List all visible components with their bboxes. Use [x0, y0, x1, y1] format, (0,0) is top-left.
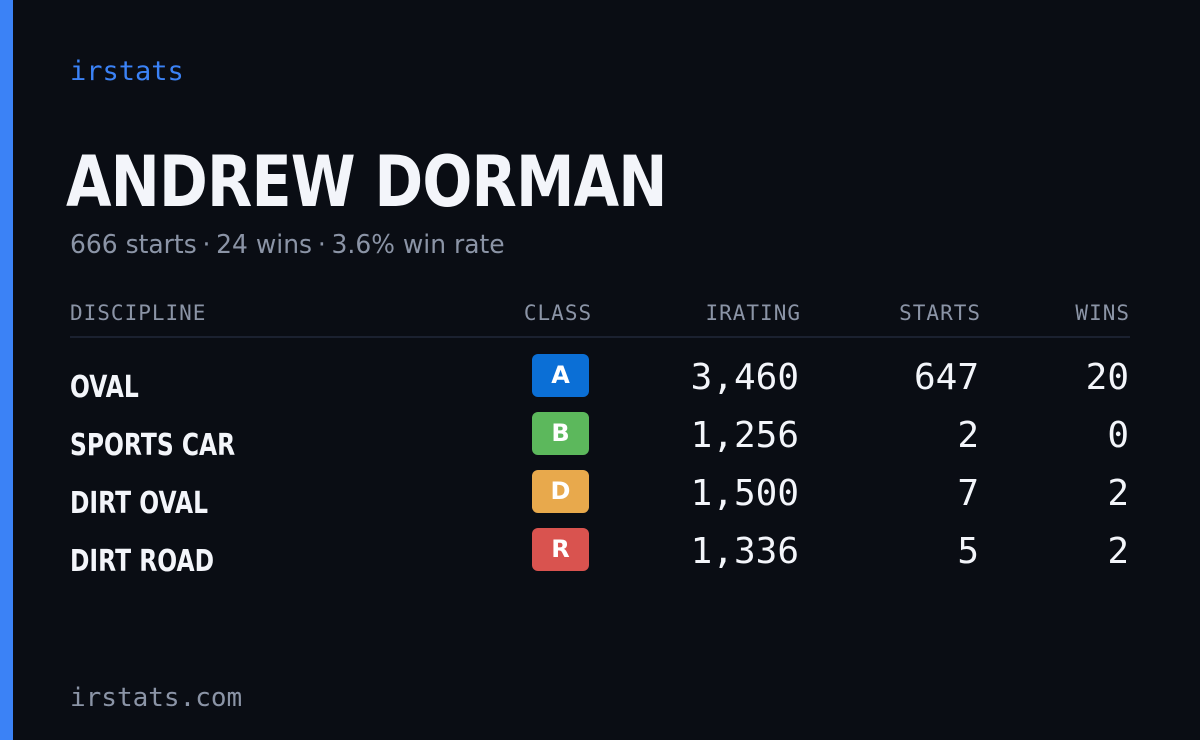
header-irating: IRATING: [705, 301, 801, 325]
player-name: ANDREW DORMAN: [66, 141, 668, 223]
discipline-name: DIRT ROAD: [70, 544, 215, 579]
summary-separator: ·: [317, 230, 326, 260]
table-row: OVAL A 3,460 647 20: [70, 354, 1130, 412]
discipline-name: SPORTS CAR: [70, 428, 236, 463]
irating-value: 1,336: [690, 531, 799, 572]
footer-url[interactable]: irstats.com: [70, 683, 243, 713]
header-discipline: DISCIPLINE: [70, 301, 207, 325]
table-body: OVAL A 3,460 647 20 SPORTS CAR B 1,256 2…: [70, 338, 1130, 586]
class-badge: B: [532, 412, 589, 455]
class-badge: D: [532, 470, 589, 513]
accent-bar: [0, 0, 13, 740]
starts-value: 647: [913, 357, 979, 398]
header-class: CLASS: [523, 301, 593, 325]
summary-separator: ·: [202, 230, 211, 260]
class-badge: A: [532, 354, 589, 397]
starts-value: 7: [957, 473, 979, 514]
discipline-name: DIRT OVAL: [70, 486, 209, 521]
wins-value: 2: [1107, 473, 1129, 514]
wins-value: 0: [1107, 415, 1129, 456]
table-row: SPORTS CAR B 1,256 2 0: [70, 412, 1130, 470]
discipline-name: OVAL: [70, 370, 139, 405]
header-wins: WINS: [1075, 301, 1130, 325]
summary-win-rate: 3.6% win rate: [331, 230, 505, 260]
player-summary: 666 starts · 24 wins · 3.6% win rate: [70, 228, 505, 262]
starts-value: 5: [957, 531, 979, 572]
table-row: DIRT ROAD R 1,336 5 2: [70, 528, 1130, 586]
stats-table: DISCIPLINE CLASS IRATING STARTS WINS OVA…: [70, 298, 1130, 586]
irating-value: 3,460: [690, 357, 799, 398]
irating-value: 1,256: [690, 415, 799, 456]
summary-wins: 24 wins: [216, 230, 313, 260]
table-row: DIRT OVAL D 1,500 7 2: [70, 470, 1130, 528]
wins-value: 2: [1107, 531, 1129, 572]
starts-value: 2: [957, 415, 979, 456]
irating-value: 1,500: [690, 473, 799, 514]
summary-starts: 666 starts: [70, 230, 197, 260]
brand-logo: irstats: [70, 56, 184, 87]
header-starts: STARTS: [899, 301, 981, 325]
class-badge: R: [532, 528, 589, 571]
wins-value: 20: [1085, 357, 1129, 398]
table-header: DISCIPLINE CLASS IRATING STARTS WINS: [70, 298, 1130, 338]
